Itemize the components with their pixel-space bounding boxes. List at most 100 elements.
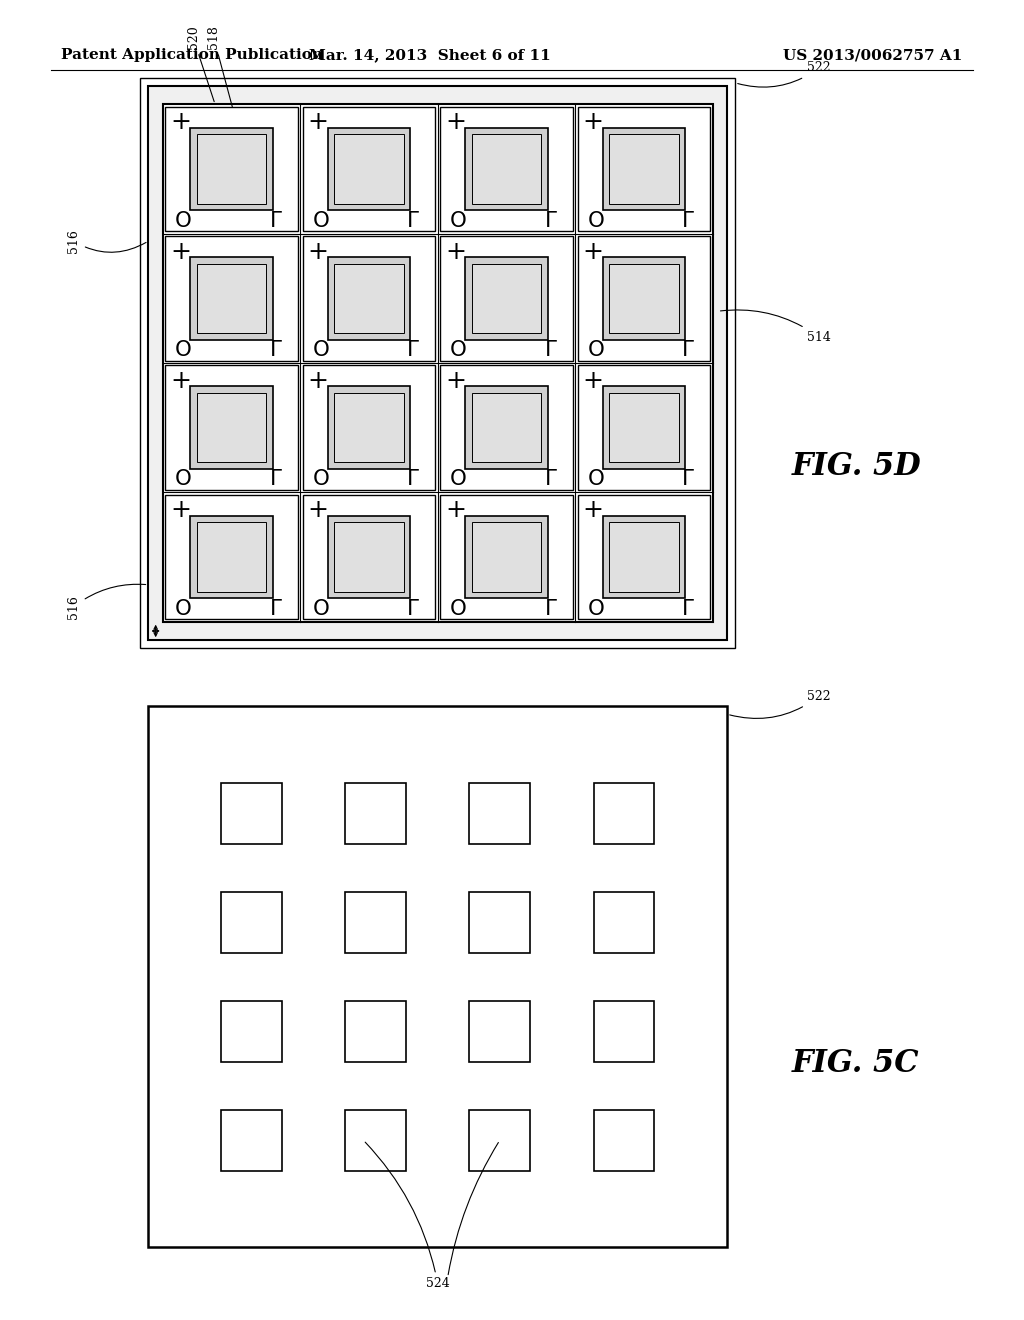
Bar bbox=[303, 495, 435, 619]
Bar bbox=[345, 783, 407, 843]
Bar bbox=[334, 135, 403, 203]
Bar bbox=[165, 366, 298, 490]
Text: +: + bbox=[583, 499, 603, 523]
Text: O: O bbox=[588, 470, 604, 490]
Text: Patent Application Publication: Patent Application Publication bbox=[61, 49, 324, 62]
Bar bbox=[334, 523, 403, 591]
Bar bbox=[465, 128, 548, 210]
Text: O: O bbox=[450, 470, 467, 490]
Bar bbox=[440, 366, 572, 490]
Bar bbox=[594, 1110, 654, 1171]
Bar bbox=[190, 257, 273, 339]
Text: Γ: Γ bbox=[545, 341, 556, 360]
Bar bbox=[165, 495, 298, 619]
Bar bbox=[440, 107, 572, 231]
Text: +: + bbox=[307, 370, 329, 393]
Bar bbox=[345, 892, 407, 953]
Text: Γ: Γ bbox=[269, 341, 282, 360]
Text: +: + bbox=[445, 370, 466, 393]
Text: 522: 522 bbox=[737, 61, 830, 87]
Text: +: + bbox=[170, 111, 191, 135]
Bar bbox=[221, 892, 282, 953]
Text: O: O bbox=[175, 341, 191, 360]
Bar bbox=[602, 387, 685, 469]
Bar bbox=[197, 135, 266, 203]
Bar bbox=[440, 495, 572, 619]
Bar bbox=[465, 516, 548, 598]
Bar bbox=[190, 128, 273, 210]
Bar bbox=[140, 78, 735, 648]
Bar bbox=[602, 128, 685, 210]
Text: Γ: Γ bbox=[545, 599, 556, 619]
Text: +: + bbox=[170, 370, 191, 393]
Text: FIG. 5D: FIG. 5D bbox=[792, 451, 922, 482]
Text: FIG. 5C: FIG. 5C bbox=[792, 1048, 920, 1080]
Bar bbox=[609, 393, 679, 462]
Bar bbox=[303, 366, 435, 490]
Text: +: + bbox=[170, 499, 191, 523]
Bar bbox=[328, 257, 411, 339]
Text: +: + bbox=[583, 240, 603, 264]
Text: US 2013/0062757 A1: US 2013/0062757 A1 bbox=[783, 49, 963, 62]
Bar bbox=[197, 393, 266, 462]
Text: Γ: Γ bbox=[545, 211, 556, 231]
Bar bbox=[328, 516, 411, 598]
Bar bbox=[328, 387, 411, 469]
Text: O: O bbox=[312, 211, 330, 231]
Text: O: O bbox=[450, 599, 467, 619]
Text: O: O bbox=[175, 599, 191, 619]
Text: O: O bbox=[450, 211, 467, 231]
Bar bbox=[609, 135, 679, 203]
Bar bbox=[472, 393, 542, 462]
Bar bbox=[334, 393, 403, 462]
Text: +: + bbox=[307, 499, 329, 523]
Bar bbox=[163, 104, 713, 622]
Text: O: O bbox=[588, 341, 604, 360]
Bar bbox=[440, 236, 572, 360]
Bar bbox=[465, 257, 548, 339]
Bar bbox=[165, 236, 298, 360]
Bar bbox=[578, 107, 711, 231]
Bar bbox=[609, 523, 679, 591]
Bar bbox=[469, 892, 530, 953]
Bar bbox=[594, 1001, 654, 1061]
Text: Γ: Γ bbox=[408, 341, 419, 360]
Text: +: + bbox=[445, 240, 466, 264]
Bar bbox=[602, 516, 685, 598]
Text: Γ: Γ bbox=[269, 211, 282, 231]
Bar bbox=[303, 236, 435, 360]
Bar bbox=[221, 1110, 282, 1171]
Text: Mar. 14, 2013  Sheet 6 of 11: Mar. 14, 2013 Sheet 6 of 11 bbox=[309, 49, 551, 62]
Bar bbox=[609, 264, 679, 333]
Text: Γ: Γ bbox=[545, 470, 556, 490]
Text: O: O bbox=[175, 470, 191, 490]
Text: 516: 516 bbox=[67, 585, 145, 619]
Bar bbox=[165, 107, 298, 231]
Bar bbox=[602, 257, 685, 339]
Text: Γ: Γ bbox=[682, 470, 694, 490]
Text: 522: 522 bbox=[730, 689, 830, 718]
Bar bbox=[148, 86, 727, 640]
Text: O: O bbox=[588, 599, 604, 619]
Text: O: O bbox=[312, 341, 330, 360]
Bar bbox=[221, 1001, 282, 1061]
Text: +: + bbox=[445, 499, 466, 523]
Bar bbox=[472, 264, 542, 333]
Text: O: O bbox=[588, 211, 604, 231]
Bar bbox=[334, 264, 403, 333]
Text: Γ: Γ bbox=[682, 341, 694, 360]
Bar bbox=[197, 523, 266, 591]
Text: +: + bbox=[307, 240, 329, 264]
Bar bbox=[328, 128, 411, 210]
Bar bbox=[190, 387, 273, 469]
Text: Γ: Γ bbox=[269, 470, 282, 490]
Bar bbox=[469, 1001, 530, 1061]
Text: Γ: Γ bbox=[408, 470, 419, 490]
Bar bbox=[190, 516, 273, 598]
Text: O: O bbox=[450, 341, 467, 360]
Text: O: O bbox=[312, 470, 330, 490]
Text: Γ: Γ bbox=[269, 599, 282, 619]
Text: 520: 520 bbox=[186, 25, 214, 102]
Text: O: O bbox=[312, 599, 330, 619]
Bar bbox=[578, 236, 711, 360]
